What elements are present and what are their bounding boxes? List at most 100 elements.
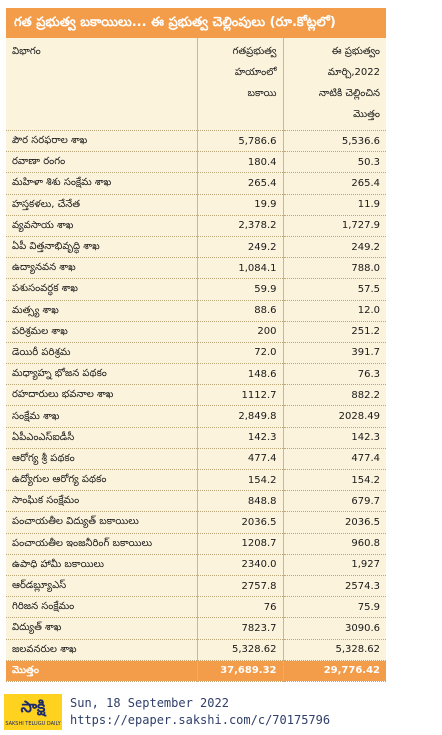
amount: 265.4 — [282, 172, 386, 195]
date: Sun, 18 September 2022 — [70, 696, 229, 710]
total-label: మొత్తం — [6, 660, 197, 682]
amount: 142.3 — [196, 427, 283, 449]
amount: 1,084.1 — [196, 257, 283, 280]
table-row: డెయిరీ పరిశ్రమ 72.0 391.7 — [6, 342, 386, 365]
amount: 3090.6 — [282, 617, 386, 640]
amount: 7823.7 — [196, 617, 283, 640]
department: పంచాయతీల ఇంజనీరింగ్ బకాయిలు — [6, 533, 197, 555]
department: విద్యుత్ శాఖ — [6, 617, 197, 640]
amount: 72.0 — [196, 342, 283, 365]
amount: 2757.8 — [196, 575, 283, 598]
dues-table: విభాగం గతప్రభుత్వ హయాంలో బకాయి ఈ ప్రభుత్వం మా… — [6, 38, 386, 682]
amount: 154.2 — [196, 469, 283, 492]
epaper-footer: సాక్షి SAKSHI TELUGU DAILY Sun, 18 Septe… — [0, 688, 442, 735]
header-row: విభాగం గతప్రభుత్వ హయాంలో బకాయి ఈ ప్రభుత్వం మా… — [6, 38, 386, 131]
department: ఏపీఎంఎస్ఐడీసీ — [6, 427, 197, 449]
amount: 2036.5 — [282, 511, 386, 534]
table-row: పంచాయతీల ఇంజనీరింగ్ బకాయిలు 1208.7 960.8 — [6, 533, 386, 555]
table-row: ఏపీఎంఎస్ఐడీసీ 142.3 142.3 — [6, 427, 386, 449]
total-row: మొత్తం 37,689.32 29,776.42 — [6, 660, 386, 682]
table-row: పరిశ్రమల శాఖ 200 251.2 — [6, 321, 386, 343]
table-row: సంక్షేమ శాఖ 2,849.8 2028.49 — [6, 405, 386, 428]
amount: 1112.7 — [196, 384, 283, 407]
table-row: పౌర సరఫరాల శాఖ 5,786.6 5,536.6 — [6, 130, 386, 153]
header-line: గతప్రభుత్వ — [232, 46, 277, 57]
amount: 251.2 — [282, 321, 386, 343]
amount: 249.2 — [196, 236, 283, 259]
table-row: ఆరోగ్య శ్రీ పథకం 477.4 477.4 — [6, 448, 386, 471]
table-row: జలవనరుల శాఖ 5,328.62 5,328.62 — [6, 639, 386, 661]
amount: 882.2 — [282, 384, 386, 407]
table-row: పశుసంవర్ధక శాఖ 59.9 57.5 — [6, 278, 386, 301]
table-row: ఉద్యానవన శాఖ 1,084.1 788.0 — [6, 257, 386, 280]
amount: 75.9 — [282, 596, 386, 619]
department: డెయిరీ పరిశ్రమ — [6, 342, 197, 365]
department: ఆర్‌డబ్ల్యూఎస్ — [6, 575, 197, 598]
amount: 788.0 — [282, 257, 386, 280]
table-body: పౌర సరఫరాల శాఖ 5,786.6 5,536.6 రవాణా రంగం 18… — [6, 130, 386, 682]
column-header: గతప్రభుత్వ హయాంలో బకాయి — [196, 38, 283, 131]
table-row: మత్స్య శాఖ 88.6 12.0 — [6, 300, 386, 322]
department: పౌర సరఫరాల శాఖ — [6, 130, 197, 153]
table-row: మహిళా శిశు సంక్షేమ శాఖ 265.4 265.4 — [6, 172, 386, 195]
amount: 5,786.6 — [196, 130, 283, 153]
table-title: గత ప్రభుత్వ బకాయిలు... ఈ ప్రభుత్వ చెల్లి… — [6, 8, 386, 38]
amount: 2036.5 — [196, 511, 283, 534]
header-line: బకాయి — [247, 88, 277, 99]
department: ఆరోగ్య శ్రీ పథకం — [6, 448, 197, 471]
table-row: రహదారులు భవనాల శాఖ 1112.7 882.2 — [6, 384, 386, 407]
department: రహదారులు భవనాల శాఖ — [6, 384, 197, 407]
amount: 2,849.8 — [196, 405, 283, 428]
department: మత్స్య శాఖ — [6, 300, 197, 322]
department: గిరిజన సంక్షేమం — [6, 596, 197, 619]
table-row: సాంఘిక సంక్షేమం 848.8 679.7 — [6, 490, 386, 513]
amount: 76 — [196, 596, 283, 619]
department: సంక్షేమ శాఖ — [6, 405, 197, 428]
table-row: పంచాయతీల విద్యుత్ బకాయిలు 2036.5 2036.5 — [6, 511, 386, 534]
amount: 2028.49 — [282, 405, 386, 428]
table-row: ఆర్‌డబ్ల్యూఎస్ 2757.8 2574.3 — [6, 575, 386, 598]
url[interactable]: https://epaper.sakshi.com/c/70175796 — [70, 713, 331, 727]
department: హస్తకళలు, చేనేత — [6, 194, 197, 216]
amount: 180.4 — [196, 151, 283, 174]
amount: 477.4 — [196, 448, 283, 471]
column-header: విభాగం — [6, 38, 197, 131]
amount: 76.3 — [282, 363, 386, 386]
header-line: హయాంలో — [234, 67, 277, 78]
department: పంచాయతీల విద్యుత్ బకాయిలు — [6, 511, 197, 534]
table-row: మధ్యాహ్న భోజన పథకం 148.6 76.3 — [6, 363, 386, 386]
department: సాంఘిక సంక్షేమం — [6, 490, 197, 513]
amount: 88.6 — [196, 300, 283, 322]
table-row: హస్తకళలు, చేనేత 19.9 11.9 — [6, 194, 386, 216]
amount: 50.3 — [282, 151, 386, 174]
amount: 57.5 — [282, 278, 386, 301]
amount: 2340.0 — [196, 554, 283, 576]
amount: 154.2 — [282, 469, 386, 492]
header-line: ఈ ప్రభుత్వం — [331, 46, 380, 57]
total-amount: 29,776.42 — [282, 660, 386, 682]
logo-text: సాక్షి — [20, 697, 46, 716]
department: రవాణా రంగం — [6, 151, 197, 174]
header-line: విభాగం — [12, 46, 41, 57]
table-row: రవాణా రంగం 180.4 50.3 — [6, 151, 386, 174]
amount: 19.9 — [196, 194, 283, 216]
table-row: గిరిజన సంక్షేమం 76 75.9 — [6, 596, 386, 619]
department: ఉపాధి హామీ బకాయిలు — [6, 554, 197, 576]
department: జలవనరుల శాఖ — [6, 639, 197, 661]
department: మహిళా శిశు సంక్షేమ శాఖ — [6, 172, 197, 195]
header-line: మొత్తం — [353, 109, 380, 120]
amount: 249.2 — [282, 236, 386, 259]
amount: 1208.7 — [196, 533, 283, 555]
table-row: వ్యవసాయ శాఖ 2,378.2 1,727.9 — [6, 215, 386, 237]
department: ఏపీ విత్తనాభివృద్ధి శాఖ — [6, 236, 197, 259]
amount: 1,727.9 — [282, 215, 386, 237]
amount: 265.4 — [196, 172, 283, 195]
amount: 848.8 — [196, 490, 283, 513]
amount: 5,328.62 — [196, 639, 283, 661]
header-line: నాటికి చెల్లించిన — [318, 88, 380, 99]
amount: 12.0 — [282, 300, 386, 322]
amount: 5,328.62 — [282, 639, 386, 661]
amount: 2,378.2 — [196, 215, 283, 237]
department: వ్యవసాయ శాఖ — [6, 215, 197, 237]
